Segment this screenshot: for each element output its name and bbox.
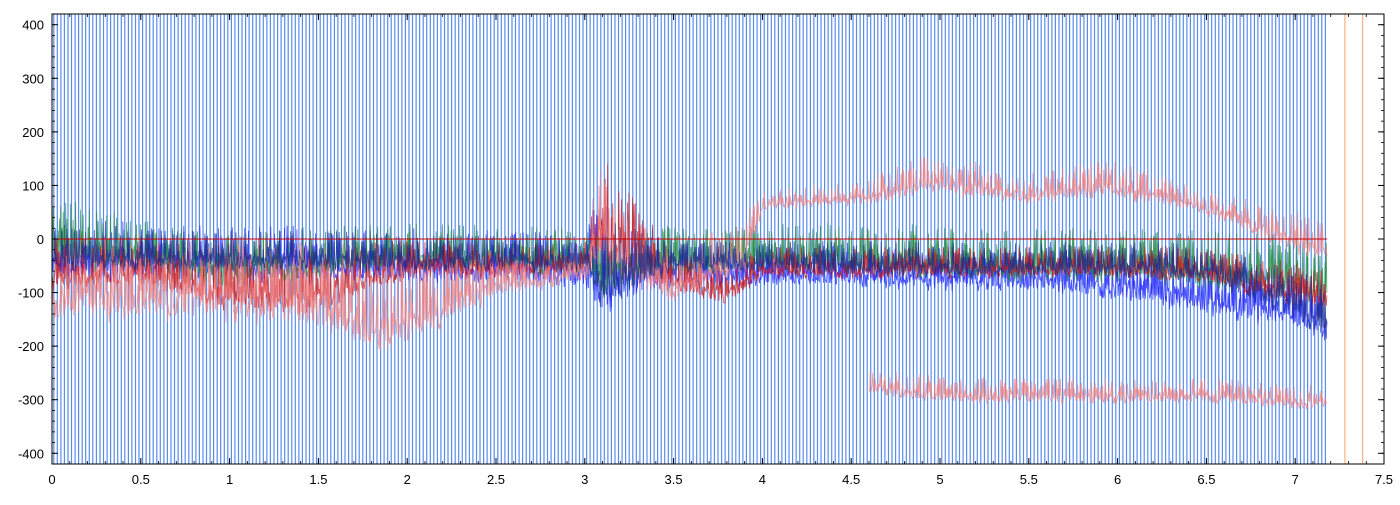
x-tick-label: 4.5 <box>842 472 860 487</box>
x-tick-label: 2.5 <box>487 472 505 487</box>
signal-series-6 <box>51 223 1328 341</box>
overlay-layer <box>52 14 1364 464</box>
y-tick-label: -400 <box>18 446 44 461</box>
signal-series-4 <box>51 156 1328 351</box>
x-tick-label: 6 <box>1114 472 1121 487</box>
y-tick-label: -100 <box>18 286 44 301</box>
x-tick-label: 1.5 <box>309 472 327 487</box>
x-tick-label: 0 <box>48 472 55 487</box>
signal-series-3 <box>51 163 1328 314</box>
x-tick-label: 1 <box>226 472 233 487</box>
y-tick-label: -200 <box>18 339 44 354</box>
y-tick-label: 400 <box>22 18 44 33</box>
y-tick-label: 300 <box>22 71 44 86</box>
y-tick-label: 200 <box>22 125 44 140</box>
x-tick-label: 5.5 <box>1020 472 1038 487</box>
x-tick-label: 3.5 <box>665 472 683 487</box>
x-tick-label: 7 <box>1292 472 1299 487</box>
x-tick-label: 6.5 <box>1197 472 1215 487</box>
x-tick-label: 4 <box>759 472 766 487</box>
y-tick-label: -300 <box>18 393 44 408</box>
x-tick-label: 2 <box>404 472 411 487</box>
axes-layer: 0 0.5 1 1.5 2 2.5 3 3.5 4 4.5 5 5.5 6 6.5 7 7.5 -400 -300… <box>18 14 1393 487</box>
x-tick-label: 3 <box>581 472 588 487</box>
x-tick-label: 7.5 <box>1375 472 1393 487</box>
y-tick-label: 100 <box>22 178 44 193</box>
signal-series-5 <box>868 370 1328 410</box>
x-tick-label: 0.5 <box>132 472 150 487</box>
y-tick-label: 0 <box>37 232 44 247</box>
x-tick-label: 5 <box>936 472 943 487</box>
signal-layer <box>51 156 1328 410</box>
